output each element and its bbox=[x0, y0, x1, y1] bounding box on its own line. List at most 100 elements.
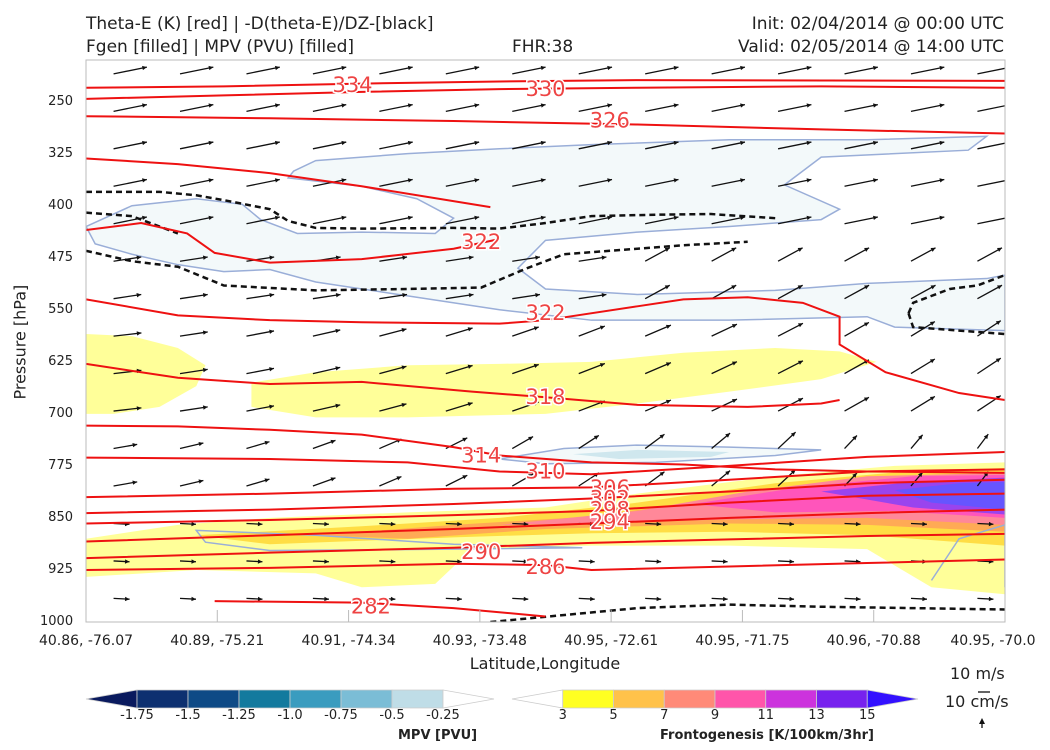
wind-vector-head bbox=[257, 559, 263, 564]
theta-e-contour bbox=[86, 85, 1005, 100]
wind-vector-head bbox=[607, 103, 613, 108]
wind-vector-head bbox=[269, 367, 274, 372]
colorbar-swatch bbox=[391, 689, 444, 709]
colorbar-tick-label: -0.75 bbox=[324, 708, 358, 723]
vector-key-vert-head bbox=[979, 718, 985, 724]
wind-vector-head bbox=[535, 255, 540, 260]
wind-vector bbox=[578, 216, 613, 225]
mpv-region-low-right bbox=[930, 524, 1005, 588]
y-tick-label: 400 bbox=[48, 197, 73, 213]
wind-vector-head bbox=[723, 559, 728, 564]
wind-vector-head bbox=[540, 140, 546, 146]
wind-vector bbox=[312, 293, 341, 300]
wind-vector bbox=[379, 365, 407, 375]
wind-vector bbox=[113, 178, 148, 187]
wind-vector-head bbox=[929, 359, 935, 364]
wind-vector bbox=[977, 357, 1002, 375]
colorbar-swatch bbox=[340, 689, 393, 709]
wind-vector-head bbox=[208, 103, 214, 108]
wind-vector-head bbox=[873, 215, 878, 221]
wind-vector-head bbox=[673, 178, 679, 183]
wind-vector-head bbox=[407, 140, 413, 146]
wind-vector-head bbox=[457, 596, 462, 602]
wind-vector bbox=[113, 407, 142, 412]
wind-vector-head bbox=[142, 103, 147, 108]
wind-vector bbox=[379, 103, 413, 112]
theta-e-label: 330 bbox=[525, 77, 565, 101]
wind-vector bbox=[711, 66, 746, 75]
wind-vector-head bbox=[723, 521, 728, 527]
wind-vector-head bbox=[208, 178, 214, 183]
wind-vector-head bbox=[599, 363, 605, 368]
wind-vector bbox=[379, 328, 407, 337]
wind-vector-head bbox=[601, 293, 607, 298]
theta-e-label: 294 bbox=[590, 510, 630, 534]
wind-vector-head bbox=[341, 215, 347, 221]
wind-vector-head bbox=[939, 178, 945, 183]
theta-e-contour bbox=[86, 558, 1005, 571]
wind-vector-head bbox=[202, 405, 208, 410]
colorbar-tick-label: -1.75 bbox=[120, 708, 154, 723]
wind-vector bbox=[910, 216, 945, 225]
wind-vector-head bbox=[402, 293, 408, 298]
y-tick-label: 925 bbox=[48, 561, 73, 577]
wind-vector-head bbox=[274, 215, 280, 221]
wind-vector-head bbox=[656, 521, 662, 527]
theta-e-label: 306 bbox=[590, 476, 630, 500]
wind-vector bbox=[379, 403, 407, 412]
wind-vector-head bbox=[191, 559, 197, 564]
wind-vector bbox=[246, 141, 280, 150]
wind-vector-head bbox=[191, 596, 197, 602]
theta-e-contour bbox=[86, 157, 491, 209]
wind-vector bbox=[977, 247, 1003, 262]
theta-e-label: 322 bbox=[525, 301, 565, 325]
wind-vector bbox=[512, 401, 539, 412]
wind-vector bbox=[777, 103, 812, 112]
x-tick-label: 40.96, -70.88 bbox=[826, 633, 921, 649]
wind-vector bbox=[512, 141, 546, 150]
colorbar-tick-label: -1.5 bbox=[175, 708, 201, 723]
wind-vector-head bbox=[740, 140, 745, 146]
wind-vector bbox=[312, 178, 347, 187]
wind-vector-head bbox=[929, 321, 935, 326]
wind-vector bbox=[113, 332, 142, 337]
colorbar-tick-label: 7 bbox=[660, 708, 669, 723]
wind-vector-head bbox=[208, 65, 214, 71]
wind-vector-head bbox=[659, 434, 665, 439]
wind-vector-head bbox=[407, 178, 413, 183]
wind-vector-head bbox=[269, 329, 274, 334]
colorbar-tick-label: -0.5 bbox=[379, 708, 405, 723]
wind-vector-head bbox=[930, 247, 936, 252]
wind-vector-head bbox=[797, 360, 803, 365]
colorbar-tick-label: -1.25 bbox=[222, 708, 256, 723]
vector-key-horizontal: 10 m/s bbox=[950, 664, 1005, 683]
fhr-label: FHR:38 bbox=[512, 37, 574, 57]
wind-vector-head bbox=[665, 399, 671, 404]
wind-vector-head bbox=[590, 596, 595, 602]
x-tick-label: 40.89, -75.21 bbox=[170, 633, 265, 649]
wind-vector-head bbox=[457, 521, 462, 527]
wind-vector bbox=[312, 329, 341, 337]
wind-vector-head bbox=[607, 178, 613, 183]
wind-vector bbox=[445, 141, 480, 150]
wind-vector bbox=[445, 256, 474, 262]
wind-vector-head bbox=[997, 247, 1003, 252]
wind-vector bbox=[977, 180, 1005, 187]
wind-vector-head bbox=[198, 441, 204, 447]
wind-vector bbox=[711, 103, 746, 112]
wind-vector bbox=[246, 256, 275, 262]
wind-vector-head bbox=[873, 178, 878, 183]
colorbar-tick-label: 9 bbox=[710, 708, 720, 723]
theta-e-label: 282 bbox=[351, 595, 391, 619]
wind-vector bbox=[777, 247, 803, 262]
wind-vector-head bbox=[335, 293, 341, 298]
wind-vector bbox=[777, 178, 812, 187]
wind-vector-head bbox=[523, 521, 529, 527]
wind-vector-head bbox=[396, 476, 402, 481]
wind-vector-head bbox=[599, 325, 605, 330]
wind-vector bbox=[711, 284, 737, 300]
wind-vector-head bbox=[474, 103, 480, 108]
colorbar-swatch bbox=[816, 689, 868, 709]
wind-vector bbox=[844, 247, 870, 262]
